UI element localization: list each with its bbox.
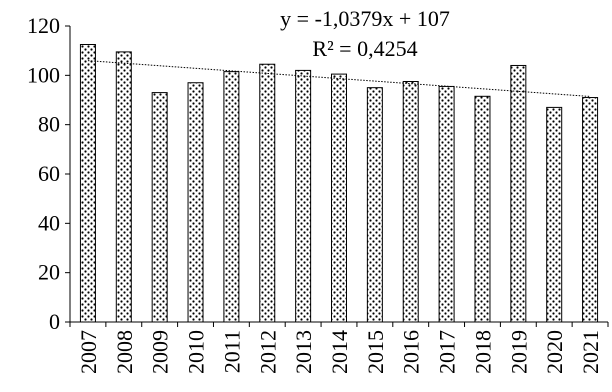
trendline-r-squared: R² = 0,4254 bbox=[312, 36, 417, 61]
x-tick-label: 2007 bbox=[76, 330, 101, 374]
x-tick-label: 2012 bbox=[255, 330, 280, 374]
bar-2007 bbox=[80, 45, 95, 323]
y-tick-label: 120 bbox=[27, 13, 60, 38]
x-tick-label: 2011 bbox=[219, 330, 244, 373]
y-tick-label: 80 bbox=[38, 112, 60, 137]
bar-2017 bbox=[439, 86, 454, 322]
y-tick-labels: 0 20 40 60 80 100 120 bbox=[27, 13, 60, 334]
bar-2019 bbox=[511, 65, 526, 322]
bar-2010 bbox=[188, 83, 203, 322]
y-tick-label: 0 bbox=[49, 309, 60, 334]
x-tick-labels: 2007 2008 2009 2010 2011 2012 2013 2014 2015 2016… bbox=[76, 330, 603, 374]
bar-2008 bbox=[116, 52, 131, 322]
y-tick-label: 20 bbox=[38, 260, 60, 285]
x-tick-label: 2014 bbox=[327, 330, 352, 374]
x-tick-label: 2010 bbox=[184, 330, 209, 374]
x-tick-label: 2020 bbox=[542, 330, 567, 374]
bar-2009 bbox=[152, 93, 167, 322]
y-tick-label: 100 bbox=[27, 62, 60, 87]
x-tick-label: 2008 bbox=[112, 330, 137, 374]
x-tick-label: 2009 bbox=[148, 330, 173, 374]
x-tick-label: 2017 bbox=[435, 330, 460, 374]
bar-2015 bbox=[367, 88, 382, 322]
bar-2021 bbox=[583, 98, 598, 322]
x-tick-label: 2013 bbox=[291, 330, 316, 374]
bar-2012 bbox=[260, 64, 275, 322]
x-tick-label: 2021 bbox=[578, 330, 603, 374]
bar-2020 bbox=[547, 107, 562, 322]
x-tick-label: 2018 bbox=[470, 330, 495, 374]
bars-layer bbox=[80, 45, 597, 323]
x-tick-label: 2016 bbox=[399, 330, 424, 374]
y-tick-label: 60 bbox=[38, 161, 60, 186]
bar-2018 bbox=[475, 96, 490, 322]
bar-2011 bbox=[224, 72, 239, 322]
x-tick-label: 2015 bbox=[363, 330, 388, 374]
x-tick-label: 2019 bbox=[506, 330, 531, 374]
bar-2013 bbox=[296, 70, 311, 322]
bar-2016 bbox=[403, 82, 418, 323]
bar-2014 bbox=[332, 74, 347, 322]
trendline-equation: y = -1,0379x + 107 bbox=[280, 6, 450, 31]
y-tick-label: 40 bbox=[38, 210, 60, 235]
